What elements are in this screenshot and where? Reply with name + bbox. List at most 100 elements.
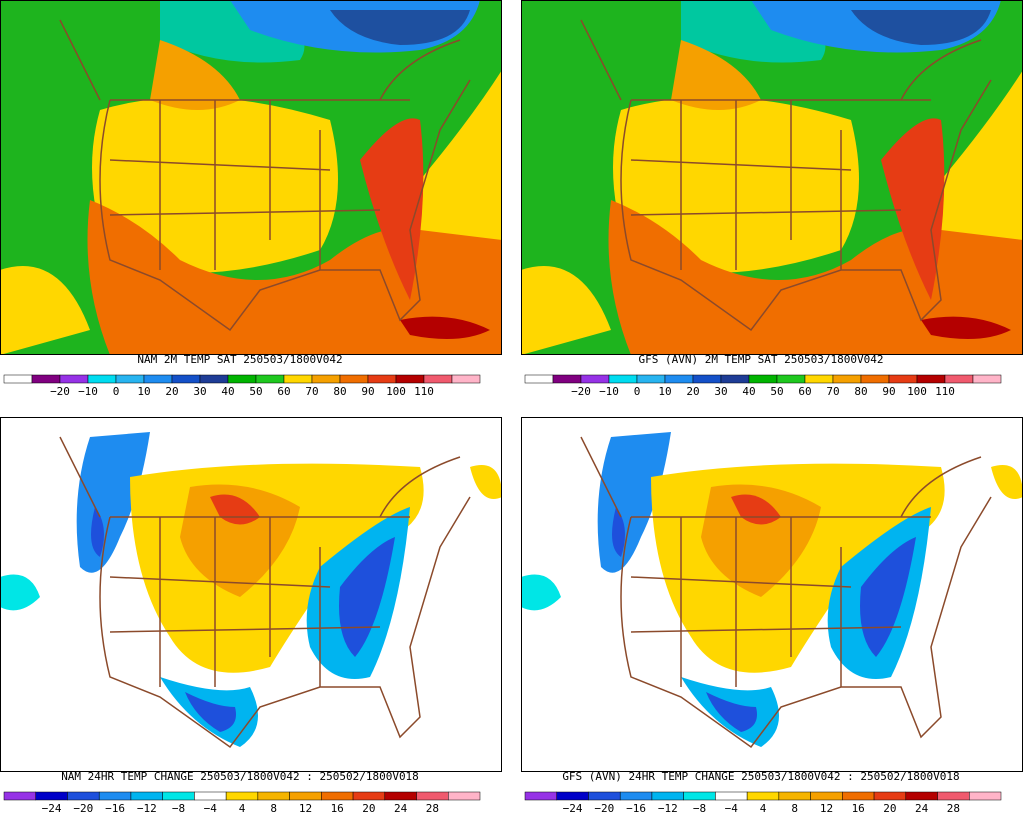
- map-field: [180, 484, 300, 597]
- colorbar-swatch: [969, 791, 1002, 801]
- colorbar-label: 24: [394, 802, 408, 815]
- colorbar-swatch: [842, 791, 875, 801]
- colorbar-swatch: [552, 374, 582, 384]
- map-border: [59, 436, 101, 518]
- map-border: [620, 79, 992, 332]
- colorbar-swatch: [255, 374, 285, 384]
- colorbar-swatch: [715, 791, 748, 801]
- map-field: [360, 118, 424, 300]
- map-border: [99, 79, 471, 332]
- colorbar-swatch: [352, 791, 386, 801]
- map-area: [0, 417, 502, 772]
- colorbar-label: −24: [42, 802, 62, 815]
- map-panel: NAM 2M TEMP SAT 250503/1800V042 −20 −10 0 10…: [0, 0, 502, 398]
- colorbar-swatch: [905, 791, 938, 801]
- colorbar-swatch: [651, 791, 684, 801]
- colorbar-label: 80: [854, 385, 867, 398]
- colorbar-swatch: [194, 791, 227, 801]
- colorbar-swatch: [311, 374, 341, 384]
- map-field: [0, 574, 40, 611]
- colorbar-swatch: [395, 374, 425, 384]
- map-field: [150, 40, 240, 110]
- colorbar-label: 50: [249, 385, 262, 398]
- colorbar-swatch: [321, 791, 354, 801]
- colorbar-label: −12: [658, 802, 678, 815]
- map-field: [0, 266, 90, 355]
- colorbar-swatch: [619, 791, 653, 801]
- colorbar-label: 24: [915, 802, 929, 815]
- map-field: [185, 692, 236, 732]
- map-border: [630, 576, 852, 588]
- colorbar-label: 8: [791, 802, 798, 815]
- colorbar-swatch: [171, 374, 201, 384]
- colorbar-label: −20: [571, 385, 591, 398]
- colorbar-label: 80: [333, 385, 346, 398]
- colorbar-label: 110: [414, 385, 434, 398]
- colorbar-swatch: [556, 791, 589, 801]
- map-field: [671, 40, 761, 110]
- panel-title: GFS (AVN) 2M TEMP SAT 250503/1800V042: [638, 353, 883, 366]
- colorbar-swatch: [683, 791, 716, 801]
- colorbar-swatch: [3, 374, 33, 384]
- colorbar-label: 12: [299, 802, 312, 815]
- colorbar-swatch: [87, 374, 117, 384]
- colorbar-swatch: [810, 791, 843, 801]
- colorbar-swatch: [143, 374, 173, 384]
- colorbar-swatch: [451, 374, 481, 384]
- colorbar-label: 30: [714, 385, 727, 398]
- colorbar-label: 10: [137, 385, 150, 398]
- map-border: [620, 496, 992, 749]
- map-field: [521, 574, 561, 611]
- map-frame: [0, 0, 502, 355]
- colorbar-label: 20: [686, 385, 699, 398]
- colorbar-swatch: [580, 374, 610, 384]
- colorbar-label: −16: [105, 802, 125, 815]
- colorbar-swatch: [972, 374, 1002, 384]
- map-area: [0, 0, 502, 355]
- colorbar-swatch: [283, 374, 313, 384]
- colorbar-swatch: [257, 791, 290, 801]
- colorbar-swatch: [162, 791, 195, 801]
- colorbar-label: −24: [563, 802, 583, 815]
- colorbar-label: 60: [277, 385, 290, 398]
- colorbar-label: 4: [239, 802, 246, 815]
- colorbar-swatch: [199, 374, 229, 384]
- colorbar-label: −10: [78, 385, 98, 398]
- map-frame: [521, 0, 1023, 355]
- map-field: [91, 507, 104, 557]
- colorbar-label: −8: [693, 802, 706, 815]
- colorbar-swatch: [31, 374, 61, 384]
- colorbar-label: 28: [947, 802, 960, 815]
- colorbar-swatch: [776, 374, 806, 384]
- map-panel: GFS (AVN) 24HR TEMP CHANGE 250503/1800V0…: [521, 417, 1023, 815]
- colorbar-label: −20: [50, 385, 70, 398]
- colorbar-label: 40: [221, 385, 234, 398]
- colorbar-swatch: [746, 791, 780, 801]
- map-field: [420, 70, 502, 260]
- colorbar-swatch: [860, 374, 890, 384]
- map-field: [521, 266, 611, 355]
- colorbar-swatch: [227, 374, 257, 384]
- colorbar-label: −4: [204, 802, 218, 815]
- map-field: [991, 465, 1023, 499]
- colorbar-swatch: [888, 374, 918, 384]
- map-border: [109, 159, 331, 171]
- map-border: [99, 496, 471, 749]
- colorbar-label: −12: [137, 802, 157, 815]
- map-border: [379, 456, 461, 518]
- colorbar-label: 16: [852, 802, 865, 815]
- colorbar-label: 30: [193, 385, 206, 398]
- colorbar-label: 0: [113, 385, 120, 398]
- colorbar-label: 8: [270, 802, 277, 815]
- colorbar-label: 20: [165, 385, 178, 398]
- colorbar-swatch: [524, 374, 554, 384]
- map-border: [109, 209, 381, 216]
- map-field: [400, 316, 490, 339]
- map-border: [59, 19, 101, 101]
- colorbar-swatch: [778, 791, 811, 801]
- map-field: [881, 118, 945, 300]
- colorbar-label: −20: [594, 802, 614, 815]
- colorbar-label: 20: [362, 802, 375, 815]
